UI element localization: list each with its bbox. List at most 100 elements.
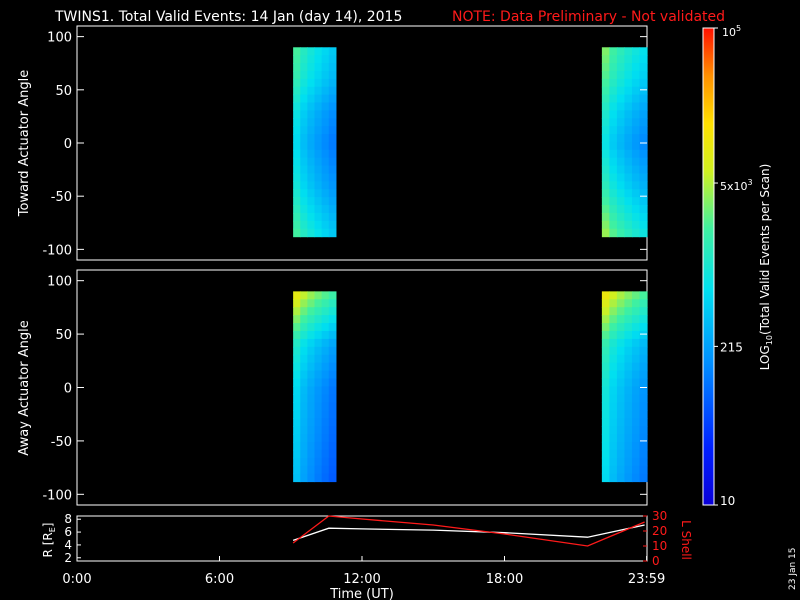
heat-cell-0-0-5-2 <box>307 86 316 96</box>
heat-cell-0-1-14-5 <box>639 157 648 167</box>
heat-cell-0-1-15-3 <box>624 165 633 175</box>
heat-cell-0-0-1-3 <box>314 55 323 64</box>
heat-cell-1-1-16-3 <box>624 418 633 427</box>
heat-cell-1-0-18-4 <box>321 433 330 443</box>
heat-cell-1-0-8-0 <box>293 354 301 364</box>
heat-cell-1-0-4-0 <box>293 323 301 332</box>
heat-cell-0-0-18-3 <box>314 189 323 198</box>
heat-cell-0-1-7-1 <box>609 102 618 111</box>
heat-cell-0-0-15-0 <box>293 165 301 175</box>
heat-cell-1-0-7-1 <box>300 346 308 356</box>
heat-cell-0-0-17-5 <box>328 181 337 190</box>
heat-cell-1-1-19-4 <box>631 441 641 451</box>
heat-cell-0-0-19-3 <box>314 197 323 206</box>
heat-cell-1-1-14-3 <box>624 402 633 411</box>
heat-cell-1-1-12-2 <box>616 386 626 395</box>
heat-cell-0-1-22-5 <box>639 220 648 230</box>
heat-cell-1-1-10-2 <box>616 370 626 380</box>
heat-cell-1-1-22-4 <box>631 465 641 475</box>
heat-cell-0-0-5-5 <box>328 86 337 96</box>
heat-cell-1-0-11-3 <box>314 378 323 388</box>
heat-cell-0-0-3-0 <box>293 70 301 80</box>
heat-cell-0-1-17-3 <box>624 181 633 190</box>
heat-cell-1-1-7-4 <box>631 346 641 356</box>
heat-cell-0-0-6-5 <box>328 94 337 104</box>
heat-cell-0-0-1-1 <box>300 55 308 64</box>
heat-cell-0-0-4-1 <box>300 78 308 88</box>
heat-cell-1-1-22-2 <box>616 465 626 475</box>
y-tick-label-0-4: -100 <box>42 243 72 258</box>
heat-cell-0-0-9-0 <box>293 118 301 127</box>
heat-cell-0-0-1-5 <box>328 55 337 64</box>
heat-cell-0-1-7-5 <box>639 102 648 111</box>
heat-cell-1-0-16-4 <box>321 418 330 427</box>
heat-cell-1-0-14-4 <box>321 402 330 411</box>
heat-cell-0-1-20-0 <box>601 205 610 214</box>
y-tick-label-0-1: 50 <box>55 84 72 99</box>
heat-cell-0-0-8-1 <box>300 110 308 119</box>
heat-cell-0-1-12-5 <box>639 141 648 151</box>
heat-cell-1-0-8-4 <box>321 354 330 364</box>
heat-cell-1-1-15-3 <box>624 410 633 419</box>
heat-cell-0-0-11-2 <box>307 134 316 143</box>
heat-cell-0-1-2-2 <box>616 63 626 72</box>
heat-cell-1-1-23-3 <box>624 473 633 483</box>
heat-cell-0-0-18-5 <box>328 189 337 198</box>
heat-cell-0-1-3-5 <box>639 70 648 80</box>
heat-cell-0-0-5-4 <box>321 86 330 96</box>
heat-cell-1-0-1-5 <box>328 299 337 308</box>
heat-cell-1-1-3-2 <box>616 315 626 324</box>
colorbar-ticks <box>714 27 718 506</box>
heat-cell-1-0-0-4 <box>321 291 330 300</box>
heat-cell-1-1-4-0 <box>601 323 610 332</box>
heat-cell-1-1-1-3 <box>624 299 633 308</box>
heat-cell-0-1-6-2 <box>616 94 626 104</box>
heat-cell-1-1-8-0 <box>601 354 610 364</box>
x-tick-label-2: 12:00 <box>343 572 380 587</box>
heat-cell-0-0-2-3 <box>314 63 323 72</box>
y-tick-label-0-3: -50 <box>51 190 72 205</box>
heat-cell-0-1-12-1 <box>609 141 618 151</box>
heat-cell-0-0-22-2 <box>307 220 316 230</box>
colorbar: 105 5x103 215 10 LOG10(Total Valid Event… <box>702 24 774 508</box>
heat-cell-0-0-8-3 <box>314 110 323 119</box>
heat-cell-1-1-11-1 <box>609 378 618 388</box>
heat-cell-1-0-5-3 <box>314 330 323 340</box>
heat-cell-1-0-0-3 <box>314 291 323 300</box>
r-tick-label-1: 6 <box>64 525 72 539</box>
heat-cell-0-1-5-5 <box>639 86 648 96</box>
heat-cell-0-1-15-1 <box>609 165 618 175</box>
y-tick-label-1-3: -50 <box>51 435 72 450</box>
heat-cell-1-1-13-5 <box>639 394 648 403</box>
heat-cell-1-1-0-5 <box>639 291 648 300</box>
heat-cell-1-1-6-2 <box>616 338 626 348</box>
heat-cell-0-1-3-4 <box>631 70 641 80</box>
heat-cell-0-1-12-3 <box>624 141 633 151</box>
heat-cell-1-1-20-4 <box>631 449 641 459</box>
heat-cell-1-1-6-1 <box>609 338 618 348</box>
x-tick-label-4: 23:59 <box>628 572 665 587</box>
heat-cell-0-1-10-2 <box>616 126 626 135</box>
heat-cell-0-0-15-5 <box>328 165 337 175</box>
heat-cell-0-1-21-4 <box>631 212 641 222</box>
heat-cell-0-1-21-3 <box>624 212 633 222</box>
heat-cell-1-0-22-3 <box>314 465 323 475</box>
heat-cell-1-0-9-4 <box>321 362 330 372</box>
heat-cell-1-1-3-4 <box>631 315 641 324</box>
heat-cell-0-1-0-5 <box>639 47 648 56</box>
heat-cell-1-0-0-5 <box>328 291 337 300</box>
heat-cell-1-1-7-1 <box>609 346 618 356</box>
heat-cell-1-1-20-3 <box>624 449 633 459</box>
heat-cell-1-1-12-3 <box>624 386 633 395</box>
heat-cell-1-1-6-3 <box>624 338 633 348</box>
heat-cell-1-1-7-3 <box>624 346 633 356</box>
heat-cell-0-0-5-1 <box>300 86 308 96</box>
radius-line <box>292 524 645 542</box>
heat-cell-0-0-21-2 <box>307 212 316 222</box>
heat-cell-0-0-5-0 <box>293 86 301 96</box>
heat-cell-1-1-5-4 <box>631 330 641 340</box>
heat-cell-0-1-22-1 <box>609 220 618 230</box>
colorbar-tick-top-exp: 5 <box>736 24 741 33</box>
heat-cell-1-0-12-5 <box>328 386 337 395</box>
away-y-label: Away Actuator Angle <box>17 320 32 455</box>
